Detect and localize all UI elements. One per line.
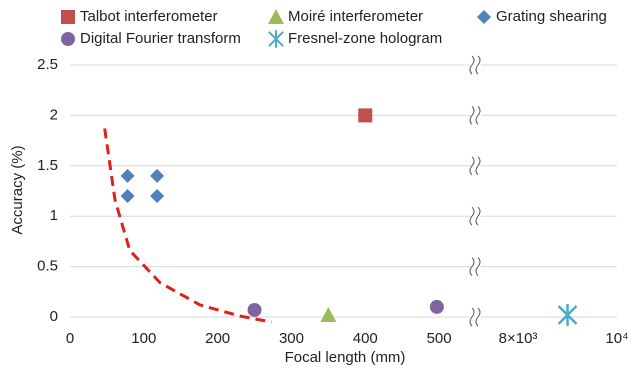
axis-break-gap <box>471 308 481 326</box>
axis-break <box>469 257 481 276</box>
x-tick-label: 10⁴ <box>605 330 628 347</box>
axis-break <box>469 106 481 125</box>
x-tick-label: 0 <box>66 330 74 347</box>
x-tick-label: 300 <box>279 330 304 347</box>
x-tick-label: 400 <box>353 330 378 347</box>
legend-label: Moiré interferometer <box>288 8 423 25</box>
legend-label: Grating shearing <box>496 8 607 25</box>
y-tick-label: 2 <box>50 106 58 123</box>
legend-label: Talbot interferometer <box>80 8 218 25</box>
point <box>429 299 444 314</box>
y-tick-label: 2.5 <box>37 56 58 73</box>
legend-marker <box>61 32 75 46</box>
axis-break <box>469 307 481 327</box>
point <box>320 306 337 322</box>
axis-break <box>469 55 481 75</box>
legend-label: Digital Fourier transform <box>80 30 241 47</box>
legend-marker <box>268 30 284 48</box>
axis-break <box>469 206 481 226</box>
point <box>120 168 135 183</box>
y-tick-label: 1.5 <box>37 157 58 174</box>
y-tick-label: 0.5 <box>37 258 58 275</box>
x-tick-label: 100 <box>131 330 156 347</box>
point <box>247 302 262 317</box>
point <box>150 168 165 183</box>
axis-break-gap <box>471 56 481 74</box>
legend-marker <box>477 10 491 24</box>
point <box>150 189 165 204</box>
point <box>557 303 578 326</box>
axis-break-gap <box>471 207 481 226</box>
axis-break-gap <box>471 257 481 276</box>
point <box>120 189 135 204</box>
legend-label: Fresnel-zone hologram <box>288 30 442 47</box>
axis-break-gap <box>471 106 481 125</box>
legend-marker <box>61 10 75 24</box>
axis-break-gap <box>471 156 481 175</box>
y-tick-label: 1 <box>50 207 58 224</box>
fit-curve <box>103 128 272 324</box>
x-tick-label: 8×10³ <box>499 330 538 347</box>
x-tick-label: 200 <box>205 330 230 347</box>
x-axis-title: Focal length (mm) <box>285 349 406 366</box>
point <box>358 108 373 123</box>
y-axis-title: Accuracy (%) <box>9 145 26 234</box>
axis-break <box>469 156 481 176</box>
y-tick-label: 0 <box>50 308 58 325</box>
legend-marker <box>268 9 284 24</box>
x-tick-label: 500 <box>427 330 452 347</box>
